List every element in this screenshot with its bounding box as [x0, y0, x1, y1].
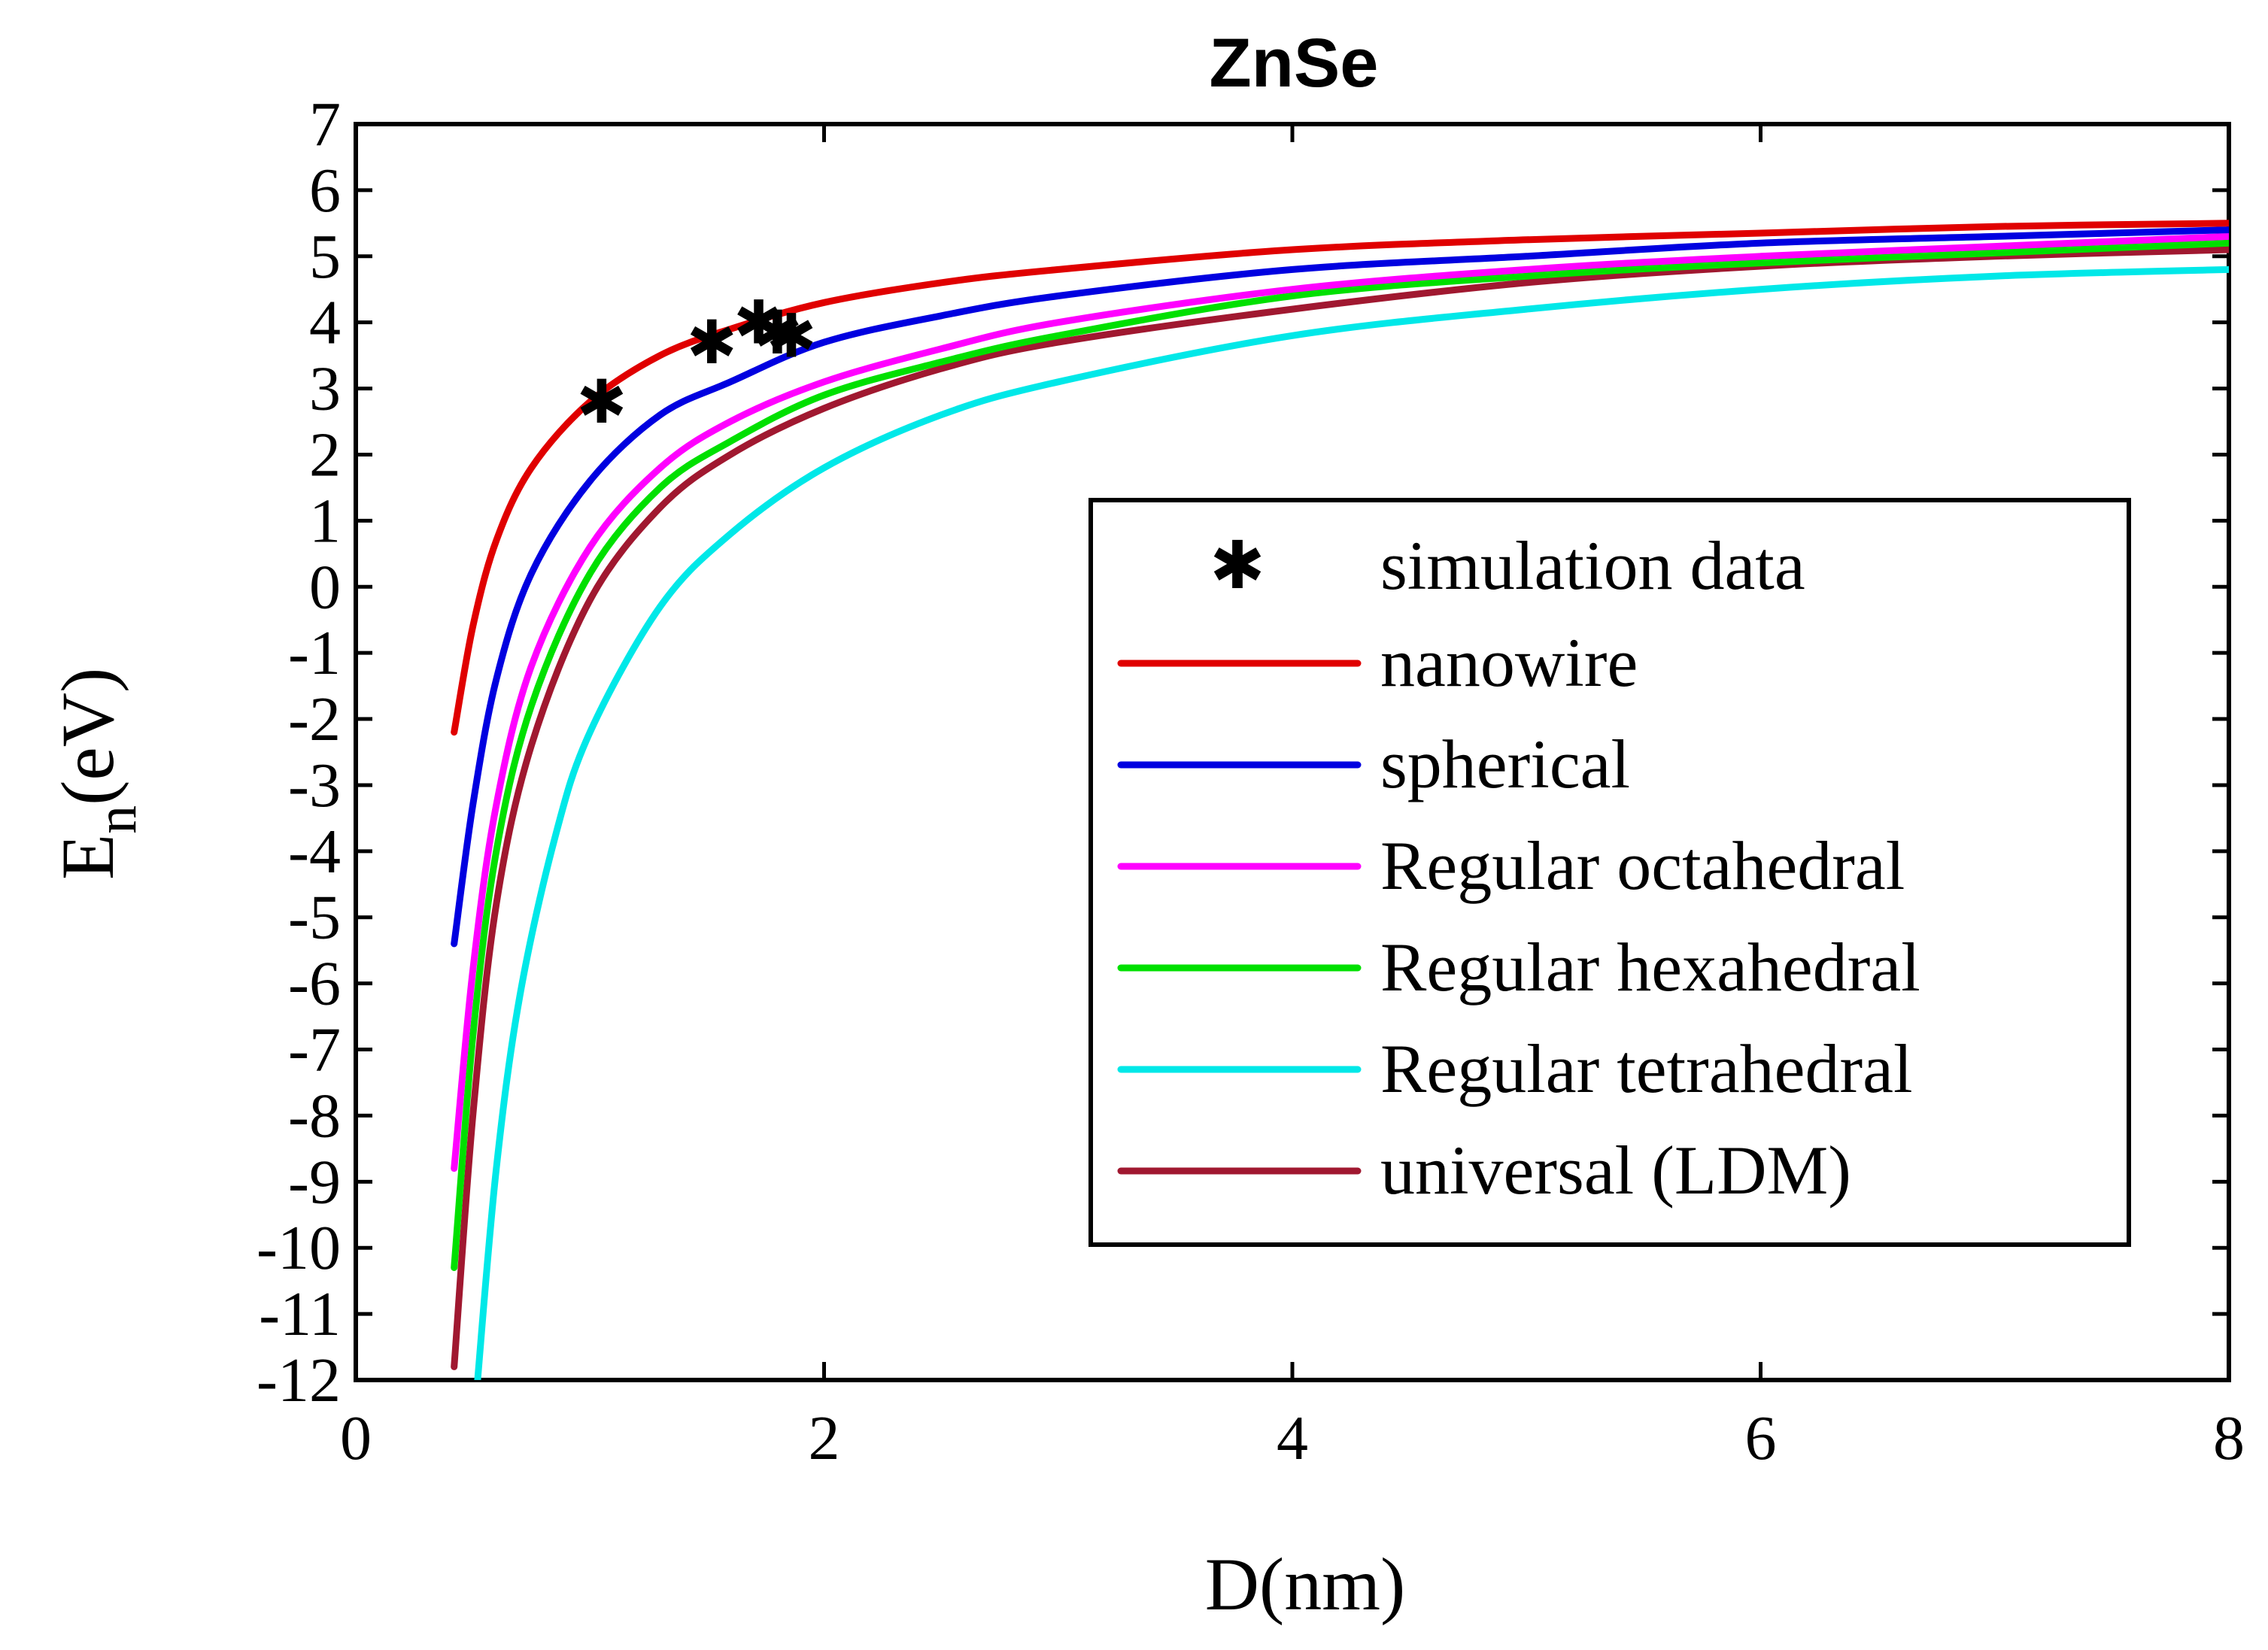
y-tick-label: -12	[257, 1345, 341, 1415]
x-tick-label: 4	[1277, 1403, 1308, 1473]
y-tick-label: -3	[288, 751, 341, 820]
x-tick-label: 2	[809, 1403, 840, 1473]
series-line-nanowire	[451, 220, 2229, 736]
y-tick-label: 5	[309, 222, 341, 292]
y-tick-label: -4	[288, 817, 341, 887]
series-line-spherical	[451, 226, 2229, 948]
y-tick-label: 6	[309, 156, 341, 226]
chart-title: ZnSe	[1210, 25, 1379, 102]
y-axis-label: En(eV)	[46, 668, 148, 880]
simulation-data-point: ✱	[687, 308, 737, 378]
legend-label-regular-tetrahedral: Regular tetrahedral	[1380, 1030, 1913, 1107]
y-tick-label: 1	[309, 486, 341, 556]
x-tick-label: 0	[340, 1403, 372, 1473]
y-tick-label: -7	[288, 1015, 341, 1085]
y-tick-label: -11	[259, 1279, 341, 1349]
series-line-regular-tetrahedral	[474, 265, 2229, 1380]
legend-label-simulation-data: simulation data	[1380, 527, 1805, 604]
y-tick-label: -9	[288, 1147, 341, 1217]
x-tick-label: 6	[1745, 1403, 1777, 1473]
simulation-data-point: ✱	[576, 367, 627, 437]
legend-series-entries: nanowire spherical Regular octahedral Regul…	[1117, 624, 1920, 1209]
legend: ✱ simulation data nanowire spherical Regul…	[1088, 498, 2131, 1247]
svg-text:En(eV): En(eV)	[46, 668, 148, 880]
legend-label-universal-ldm: universal (LDM)	[1380, 1132, 1851, 1209]
x-tick-label: 8	[2213, 1403, 2245, 1473]
y-axis-label-unit: (eV)	[46, 668, 129, 805]
y-tick-label: 2	[309, 420, 341, 490]
x-axis-ticks: 0 2 4 6 8	[340, 124, 2245, 1473]
series-line-regular-hexahedral	[451, 239, 2229, 1272]
simulation-data-point: ✱	[766, 301, 816, 371]
legend-box	[1088, 498, 2131, 1247]
y-tick-label: 0	[309, 552, 341, 622]
legend-label-regular-octahedral: Regular octahedral	[1380, 827, 1905, 904]
y-axis-label-main: E	[46, 834, 129, 880]
y-tick-label: -10	[257, 1213, 341, 1283]
y-tick-label: -2	[288, 684, 341, 754]
x-axis-label: D(nm)	[1205, 1542, 1406, 1626]
legend-label-spherical: spherical	[1380, 726, 1630, 802]
y-tick-label: 4	[309, 288, 341, 358]
legend-label-regular-hexahedral: Regular hexahedral	[1380, 929, 1920, 1005]
y-tick-label: 7	[309, 89, 341, 159]
y-tick-label: -1	[288, 618, 341, 688]
simulation-data-point: ✱	[752, 298, 803, 368]
y-axis-label-sub: n	[85, 805, 148, 834]
y-tick-label: 3	[309, 354, 341, 424]
series-line-regular-octahedral	[451, 232, 2229, 1172]
simulation-data-point: ✱	[733, 288, 784, 358]
y-tick-label: -6	[288, 949, 341, 1019]
y-tick-label: -5	[288, 883, 341, 953]
legend-marker-simulation-data: ✱	[1210, 526, 1265, 604]
y-tick-label: -8	[288, 1081, 341, 1151]
legend-label-nanowire: nanowire	[1380, 624, 1638, 701]
